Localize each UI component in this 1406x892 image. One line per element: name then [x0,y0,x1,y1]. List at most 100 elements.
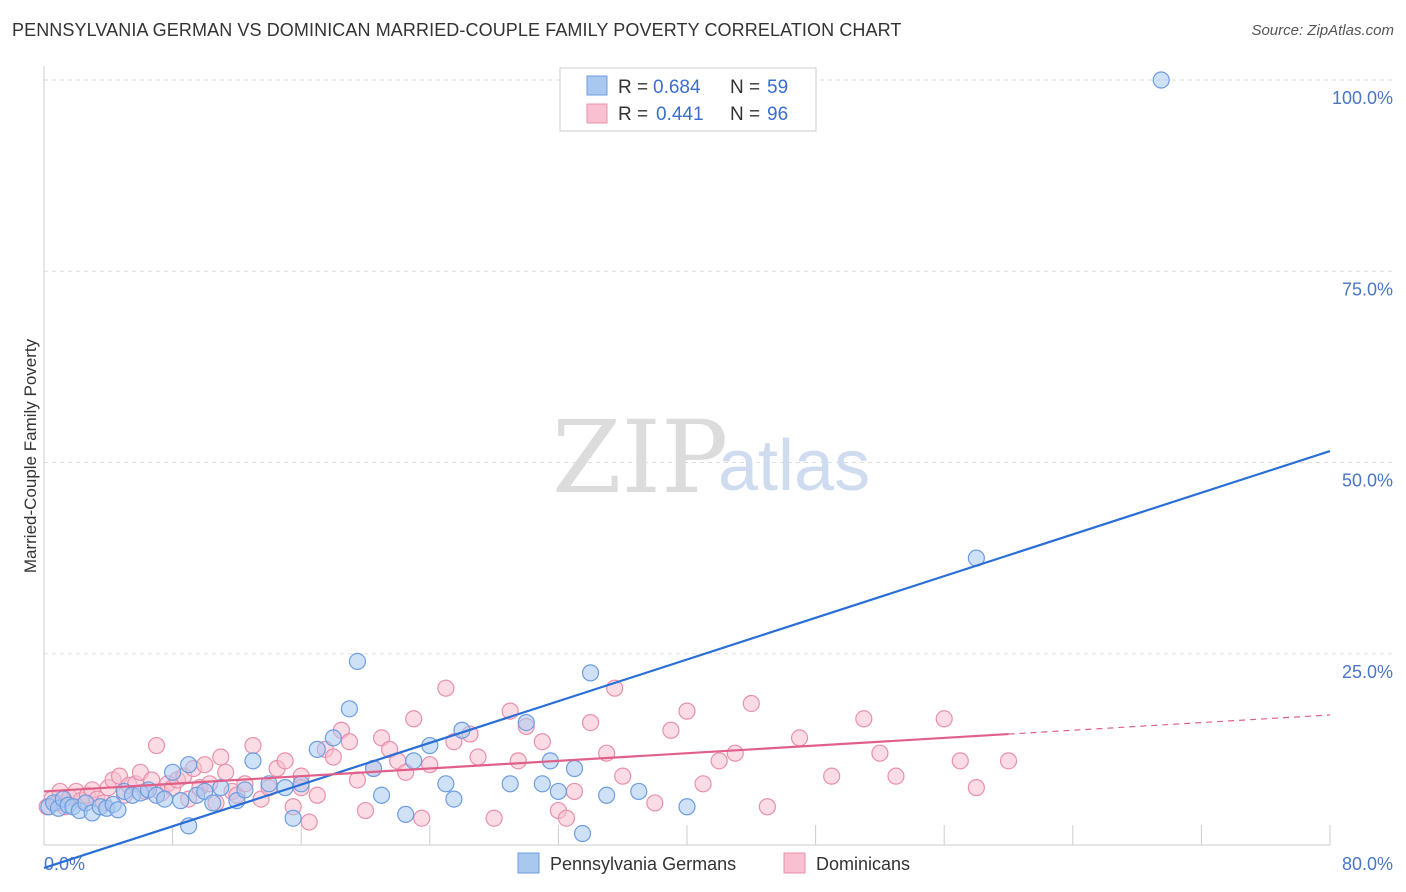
data-point-dominicans [646,794,664,812]
chart-source: Source: ZipAtlas.com [1251,22,1394,39]
chart-title: PENNSYLVANIA GERMAN VS DOMINICAN MARRIED… [12,20,902,40]
x-tick-label: 80.0% [1342,854,1393,874]
y-tick-label: 50.0% [1342,471,1393,491]
trend-line-extension-dominicans [1008,714,1331,735]
legend-r-label-1: R = [618,77,648,98]
data-point-dominicans [437,679,455,697]
data-point-dominicans [855,710,873,728]
data-point-dominicans [967,779,985,797]
data-point-pennsylvania-germans [581,664,600,682]
data-point-dominicans [935,710,953,728]
data-point-pennsylvania-germans [533,775,551,793]
data-point-pennsylvania-germans [109,801,127,819]
data-point-pennsylvania-germans [405,752,423,770]
data-point-dominicans [509,752,527,770]
bottom-legend-swatch-pennsylvania-germans [517,852,540,874]
grid-lines [44,79,1392,655]
data-point-dominicans [581,713,600,732]
data-point-dominicans [951,752,969,770]
axes [43,66,1331,846]
axis-ticks: 25.0%50.0%75.0%100.0%0.0% 80.0% [44,88,1393,874]
data-point-pennsylvania-germans [212,779,230,797]
data-point-dominicans [348,771,367,789]
data-points [38,71,1170,843]
legend-n-value-2: 96 [767,104,788,125]
data-point-pennsylvania-germans [397,805,415,824]
data-point-dominicans [421,756,439,774]
data-point-pennsylvania-germans [1152,71,1170,89]
data-point-dominicans [485,809,503,827]
data-point-dominicans [871,744,889,762]
trend-lines [43,449,1331,869]
data-point-pennsylvania-germans [348,652,367,671]
data-point-dominicans [413,809,431,827]
data-point-pennsylvania-germans [204,794,222,812]
data-point-pennsylvania-germans [445,790,463,808]
data-point-dominicans [557,809,576,827]
y-tick-label: 100.0% [1332,88,1393,108]
data-point-dominicans [356,801,375,820]
legend-top: R = 0.684 N = 59 R = 0.441 N = 96 [559,67,817,132]
data-point-dominicans [533,733,551,751]
data-point-pennsylvania-germans [573,824,592,843]
data-point-dominicans [742,694,760,713]
data-point-pennsylvania-germans [501,775,519,793]
data-point-pennsylvania-germans [244,752,262,770]
data-point-dominicans [758,798,776,816]
data-point-dominicans [308,786,326,804]
data-point-pennsylvania-germans [549,782,568,801]
data-point-pennsylvania-germans [678,798,696,816]
data-point-dominicans [710,752,728,770]
legend-r-label-2: R = [618,104,648,125]
y-axis-label: Married-Couple Family Poverty [21,338,40,573]
watermark-atlas: atlas [718,426,870,506]
data-point-dominicans [340,733,359,751]
data-point-dominicans [324,748,342,766]
data-point-dominicans [217,763,235,781]
data-point-pennsylvania-germans [260,775,278,793]
data-point-pennsylvania-germans [598,786,616,804]
bottom-legend-label-dominicans: Dominicans [816,854,910,874]
legend-swatch-dominicans [586,103,608,124]
data-point-dominicans [469,748,487,766]
data-point-dominicans [678,702,696,720]
data-point-dominicans [196,756,214,774]
trend-line-pennsylvania-germans [43,449,1331,869]
data-point-pennsylvania-germans [180,756,198,774]
data-point-pennsylvania-germans [155,790,174,808]
legend-bottom: Pennsylvania Germans Dominicans [517,852,910,874]
y-tick-label: 75.0% [1342,279,1393,299]
y-tick-label: 25.0% [1342,662,1393,682]
bottom-legend-swatch-dominicans [783,852,806,874]
legend-n-label-1: N = [730,77,760,98]
legend-r-value-1: 0.684 [653,77,701,98]
data-point-dominicans [212,748,230,766]
data-point-dominicans [405,710,423,728]
data-point-pennsylvania-germans [172,792,190,810]
data-point-pennsylvania-germans [630,782,648,801]
data-point-dominicans [726,744,744,762]
data-point-dominicans [887,767,905,785]
data-point-pennsylvania-germans [308,740,326,758]
watermark-zip: ZIP [552,399,728,516]
data-point-dominicans [276,752,294,770]
legend-n-label-2: N = [730,104,760,125]
data-point-pennsylvania-germans [340,700,359,718]
data-point-pennsylvania-germans [236,781,254,799]
data-point-dominicans [662,721,680,739]
data-point-pennsylvania-germans [437,775,455,793]
data-point-dominicans [614,767,632,785]
data-point-dominicans [300,813,318,831]
data-point-dominicans [565,782,584,801]
legend-n-value-1: 59 [767,77,788,98]
legend-r-value-2: 0.441 [656,104,704,125]
trend-line-dominicans [43,732,1009,793]
data-point-dominicans [999,752,1018,770]
data-point-dominicans [244,736,262,755]
data-point-dominicans [823,767,841,785]
data-point-pennsylvania-germans [324,729,342,747]
data-point-pennsylvania-germans [565,759,584,778]
data-point-pennsylvania-germans [284,809,302,827]
data-point-pennsylvania-germans [164,763,182,781]
